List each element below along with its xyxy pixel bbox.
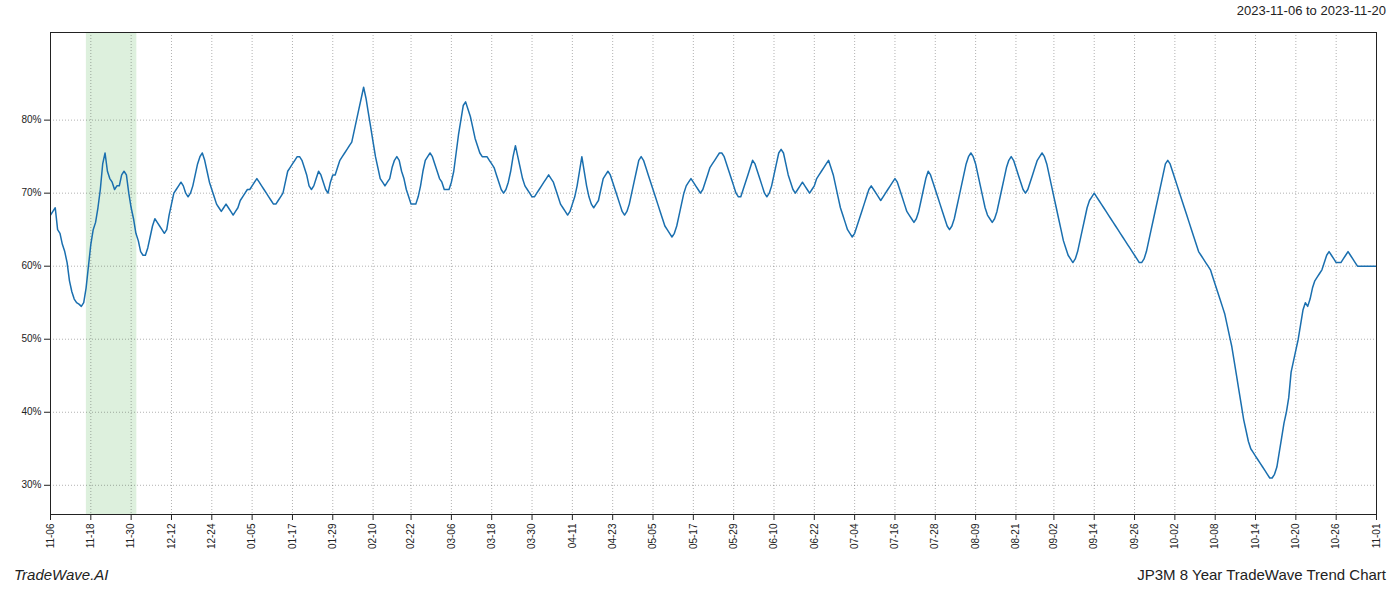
svg-text:11-18: 11-18 <box>85 523 96 548</box>
svg-text:70%: 70% <box>21 187 41 198</box>
svg-text:09-14: 09-14 <box>1088 523 1099 549</box>
svg-text:05-17: 05-17 <box>688 523 699 549</box>
svg-text:50%: 50% <box>21 333 41 344</box>
svg-text:03-18: 03-18 <box>486 523 497 549</box>
svg-text:05-29: 05-29 <box>728 523 739 549</box>
svg-text:02-10: 02-10 <box>367 523 378 549</box>
svg-text:10-20: 10-20 <box>1290 523 1301 549</box>
svg-text:09-02: 09-02 <box>1048 523 1059 549</box>
svg-text:40%: 40% <box>21 406 41 417</box>
svg-text:11-30: 11-30 <box>125 523 136 548</box>
svg-text:03-30: 03-30 <box>526 523 537 549</box>
svg-text:10-26: 10-26 <box>1330 523 1341 549</box>
html-text:TradeWave.AI: TradeWave.AI <box>14 566 109 583</box>
svg-text:12-12: 12-12 <box>166 523 177 549</box>
svg-text:60%: 60% <box>21 260 41 271</box>
svg-text:01-17: 01-17 <box>287 523 298 549</box>
svg-text:10-02: 10-02 <box>1169 523 1180 549</box>
svg-text:07-16: 07-16 <box>889 523 900 549</box>
svg-text:06-22: 06-22 <box>809 523 820 549</box>
svg-text:08-09: 08-09 <box>970 523 981 549</box>
svg-text:09-26: 09-26 <box>1129 523 1140 549</box>
svg-text:04-11: 04-11 <box>567 523 578 548</box>
svg-text:12-24: 12-24 <box>206 523 217 549</box>
svg-text:01-05: 01-05 <box>246 523 257 549</box>
svg-text:02-22: 02-22 <box>405 523 416 549</box>
svg-text:04-23: 04-23 <box>607 523 618 549</box>
svg-text:30%: 30% <box>21 479 41 490</box>
svg-text:10-08: 10-08 <box>1209 523 1220 549</box>
svg-text:80%: 80% <box>21 114 41 125</box>
svg-text:08-21: 08-21 <box>1010 523 1021 549</box>
svg-text:10-14: 10-14 <box>1250 523 1261 549</box>
svg-text:11-06: 11-06 <box>45 523 56 548</box>
svg-text:01-29: 01-29 <box>327 523 338 549</box>
svg-text:07-04: 07-04 <box>849 523 860 549</box>
svg-text:06-10: 06-10 <box>768 523 779 549</box>
html-text:JP3M 8 Year TradeWave Trend Ch: JP3M 8 Year TradeWave Trend Chart <box>1137 566 1386 583</box>
svg-text:05-05: 05-05 <box>647 523 658 549</box>
svg-text:07-28: 07-28 <box>929 523 940 549</box>
html-text:2023-11-06 to 2023-11-20: 2023-11-06 to 2023-11-20 <box>1236 3 1386 18</box>
svg-text:03-06: 03-06 <box>446 523 457 549</box>
svg-text:11-01: 11-01 <box>1371 523 1382 548</box>
